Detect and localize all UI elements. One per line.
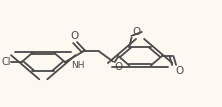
Text: O: O xyxy=(175,66,183,76)
Text: Cl: Cl xyxy=(1,57,11,67)
Text: O: O xyxy=(70,31,78,41)
Text: NH: NH xyxy=(71,61,85,70)
Text: O: O xyxy=(132,27,140,37)
Text: O: O xyxy=(114,62,122,72)
